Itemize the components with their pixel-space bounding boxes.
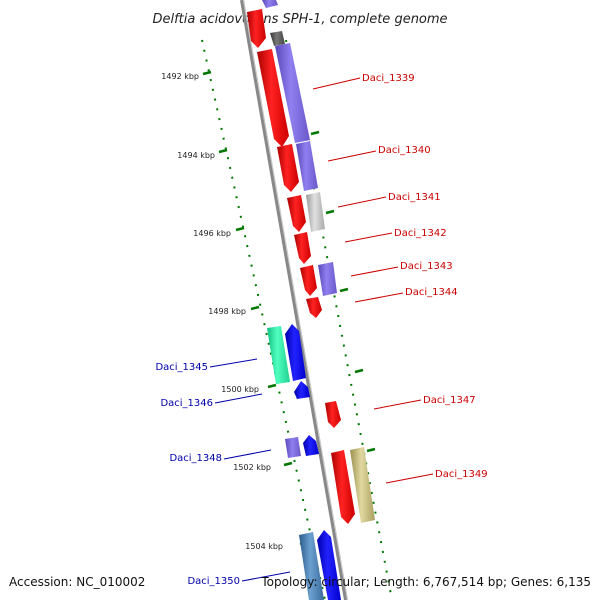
gene-arrow-daci-1345-b[interactable] [285, 324, 306, 381]
gene-arrow-daci-1350-b[interactable] [317, 530, 341, 600]
gene-label-daci-1346[interactable]: Daci_1346 [160, 398, 213, 409]
gene-arrows-other [262, 0, 375, 600]
gene-arrow-daci-1339[interactable] [257, 49, 289, 147]
accession-text: Accession: NC_010002 [9, 575, 145, 589]
gene-label-daci-1348[interactable]: Daci_1348 [169, 453, 222, 464]
tick-label-1498: 1498 kbp [208, 307, 246, 316]
tick-label-1492: 1492 kbp [161, 72, 199, 81]
label-leaders [209, 77, 434, 582]
tick-label-1500: 1500 kbp [221, 385, 259, 394]
gene-label-daci-1350[interactable]: Daci_1350 [187, 576, 240, 587]
gene-arrow-daci-1343[interactable] [300, 265, 317, 296]
genome-backbone [240, 0, 348, 600]
gene-label-daci-1340[interactable]: Daci_1340 [378, 145, 431, 156]
gene-arrow-top-dark[interactable] [270, 31, 285, 46]
gene-arrows-red [247, 9, 355, 524]
gene-arrow-top-red[interactable] [247, 9, 266, 48]
tick-label-1504: 1504 kbp [245, 542, 283, 551]
gene-arrow-daci-1349[interactable] [331, 450, 355, 524]
gene-arrow-daci-1346[interactable] [294, 381, 310, 399]
gene-arrow-top-purple[interactable] [262, 0, 278, 8]
gene-label-daci-1347[interactable]: Daci_1347 [423, 395, 476, 406]
gene-arrow-daci-1348-b[interactable] [303, 435, 319, 456]
gene-label-daci-1339[interactable]: Daci_1339 [362, 73, 415, 84]
gene-arrow-daci-1348[interactable] [285, 437, 301, 458]
gene-label-daci-1341[interactable]: Daci_1341 [388, 192, 441, 203]
tick-label-1494: 1494 kbp [177, 151, 215, 160]
gene-label-daci-1342[interactable]: Daci_1342 [394, 228, 447, 239]
tick-label-1496: 1496 kbp [193, 229, 231, 238]
gene-arrow-daci-1341[interactable] [287, 195, 306, 232]
gene-label-daci-1343[interactable]: Daci_1343 [400, 261, 453, 272]
gene-arrow-daci-1340-b[interactable] [296, 141, 318, 191]
gene-label-daci-1344[interactable]: Daci_1344 [405, 287, 458, 298]
gene-arrow-daci-1342[interactable] [294, 232, 311, 264]
gene-arrow-daci-1341-b[interactable] [306, 192, 325, 232]
major-ticks [202, 70, 376, 546]
gene-label-daci-1345[interactable]: Daci_1345 [155, 362, 208, 373]
gene-arrow-daci-1344[interactable] [306, 297, 322, 318]
map-title: Delftia acidovorans SPH-1, complete geno… [152, 12, 447, 27]
gene-arrow-daci-1340[interactable] [277, 144, 299, 192]
genome-backbone-highlight [243, 0, 348, 600]
gene-arrow-daci-1349-b[interactable] [350, 447, 375, 523]
gene-arrow-daci-1339-b[interactable] [275, 43, 310, 143]
genome-summary-text: Topology: circular; Length: 6,767,514 bp… [260, 575, 591, 589]
tick-label-1502: 1502 kbp [233, 463, 271, 472]
gene-arrow-daci-1345[interactable] [267, 326, 290, 384]
gene-arrow-daci-1347[interactable] [325, 401, 341, 428]
gene-arrow-daci-1350[interactable] [299, 532, 324, 600]
gene-label-daci-1349[interactable]: Daci_1349 [435, 469, 488, 480]
gene-arrow-daci-1343-b[interactable] [318, 262, 337, 296]
